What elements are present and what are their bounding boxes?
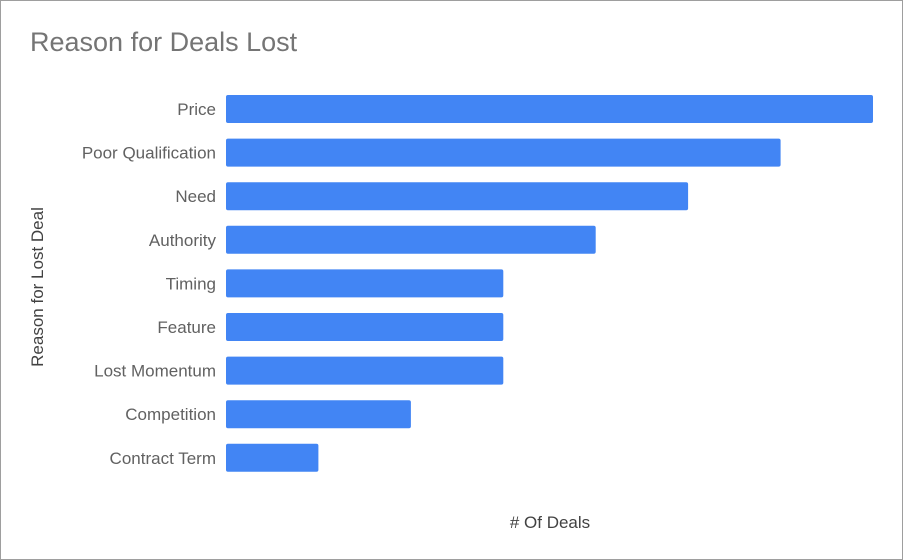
category-label: Contract Term: [110, 449, 216, 468]
x-axis-label: # Of Deals: [509, 513, 591, 532]
category-label: Price: [177, 100, 216, 119]
category-label: Authority: [149, 231, 217, 250]
category-label: Need: [175, 187, 216, 206]
bar-competition: [226, 400, 411, 429]
category-label: Timing: [166, 274, 216, 293]
bar-feature: [226, 313, 504, 341]
category-label: Lost Momentum: [94, 362, 216, 381]
chart-title: Reason for Deals Lost: [30, 27, 298, 57]
bar-need: [226, 182, 689, 211]
bar-price: [226, 95, 873, 123]
bar-contract-term: [226, 443, 319, 472]
category-label: Poor Qualification: [82, 144, 216, 163]
bar-authority: [226, 225, 596, 254]
category-label: Feature: [157, 318, 216, 337]
bar-timing: [226, 269, 504, 298]
bar-poor-qualification: [226, 138, 781, 167]
category-label: Competition: [125, 405, 216, 424]
bar-lost-momentum: [226, 356, 504, 385]
